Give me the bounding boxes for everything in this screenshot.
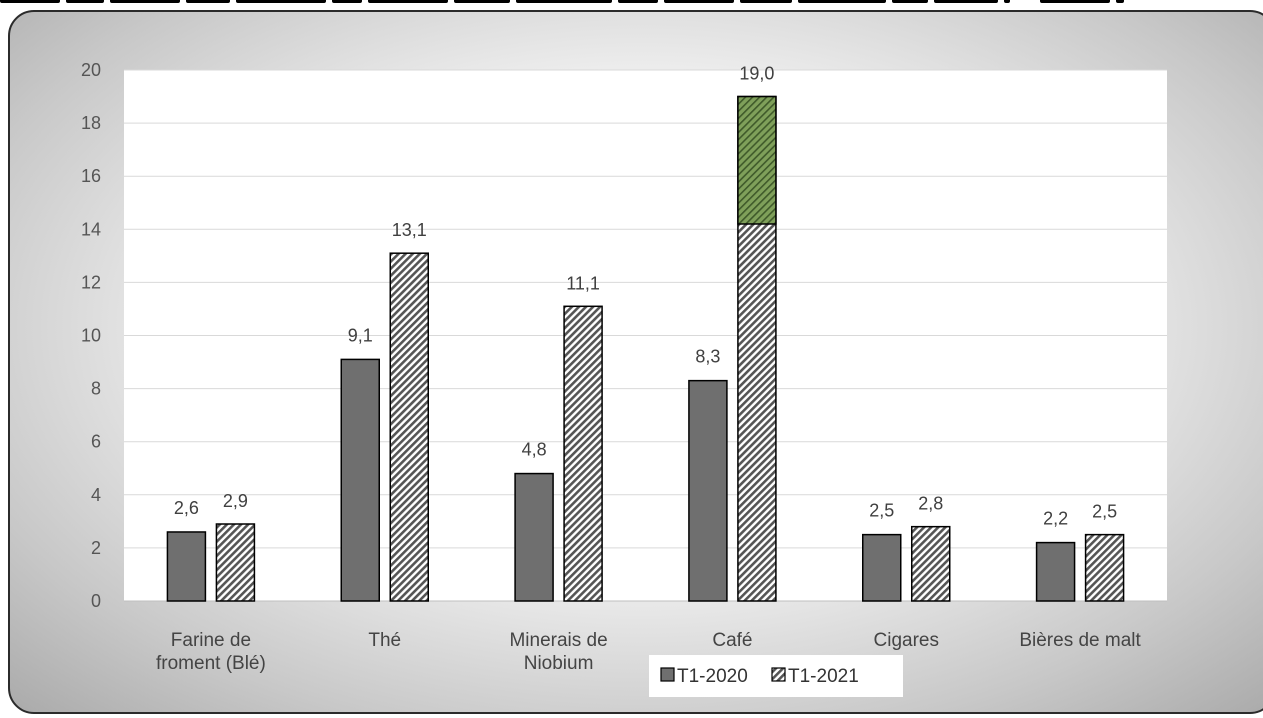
x-category-label: froment (Blé) [156,653,266,674]
legend-swatch [660,667,675,682]
y-tick-label: 10 [81,326,101,346]
legend-swatch [771,667,786,682]
x-category-label: Farine de [171,630,251,651]
x-category-label: Niobium [524,653,594,674]
bar-t1-2021 [563,305,603,602]
data-label: 13,1 [392,220,427,240]
y-tick-label: 16 [81,166,101,186]
data-label: 2,9 [223,491,248,511]
y-tick-label: 14 [81,219,101,239]
bar-t1-2020 [688,379,728,602]
data-label: 8,3 [695,347,720,367]
data-label: 11,1 [566,273,600,293]
y-tick-label: 8 [91,379,101,399]
bar-t1-2020 [862,533,902,602]
x-category-label: Café [712,630,752,651]
bar-highlight-segment [737,95,777,225]
y-tick-label: 18 [81,113,101,133]
data-label: 2,5 [1092,502,1117,522]
data-label: 4,8 [522,440,547,460]
x-category-label: Minerais de [509,630,607,651]
data-label: 9,1 [348,325,373,345]
data-label: 2,8 [918,494,943,514]
gridlines [124,69,1167,602]
bar-t1-2021 [911,525,951,602]
legend-item-label: T1-2020 [677,666,748,687]
y-tick-label: 0 [91,591,101,611]
y-tick-label: 20 [81,60,101,80]
bar-t1-2020 [166,531,207,602]
x-category-label: Thé [368,630,401,651]
x-category-label: Cigares [874,630,939,651]
bar-t1-2021 [1084,533,1125,602]
data-label: 2,5 [869,501,894,521]
bars [166,95,1125,602]
bar-t1-2021 [215,523,256,602]
legend: T1-2020 T1-2021 [649,655,903,697]
bar-t1-2020 [340,358,380,602]
y-tick-label: 4 [91,485,101,505]
legend-item-label: T1-2021 [788,666,859,687]
data-label: 2,2 [1043,509,1068,529]
top-cropped-text-strip [0,0,1263,8]
bar-t1-2020 [514,472,554,602]
data-labels: 2,6 2,9 9,1 13,1 4,8 11,1 8,3 19,0 2,5 2,8 2,2 2,5 [174,64,1117,529]
y-tick-label: 12 [81,272,101,292]
bar-t1-2021 [389,252,429,602]
data-label: 2,6 [174,498,199,518]
y-tick-label: 2 [91,538,101,558]
y-axis: 0 2 4 6 8 10 12 14 16 18 20 [81,60,101,611]
bar-t1-2020 [1035,541,1076,602]
data-label: 19,0 [739,64,774,84]
y-tick-label: 6 [91,432,101,452]
x-category-label: Bières de malt [1019,630,1141,651]
